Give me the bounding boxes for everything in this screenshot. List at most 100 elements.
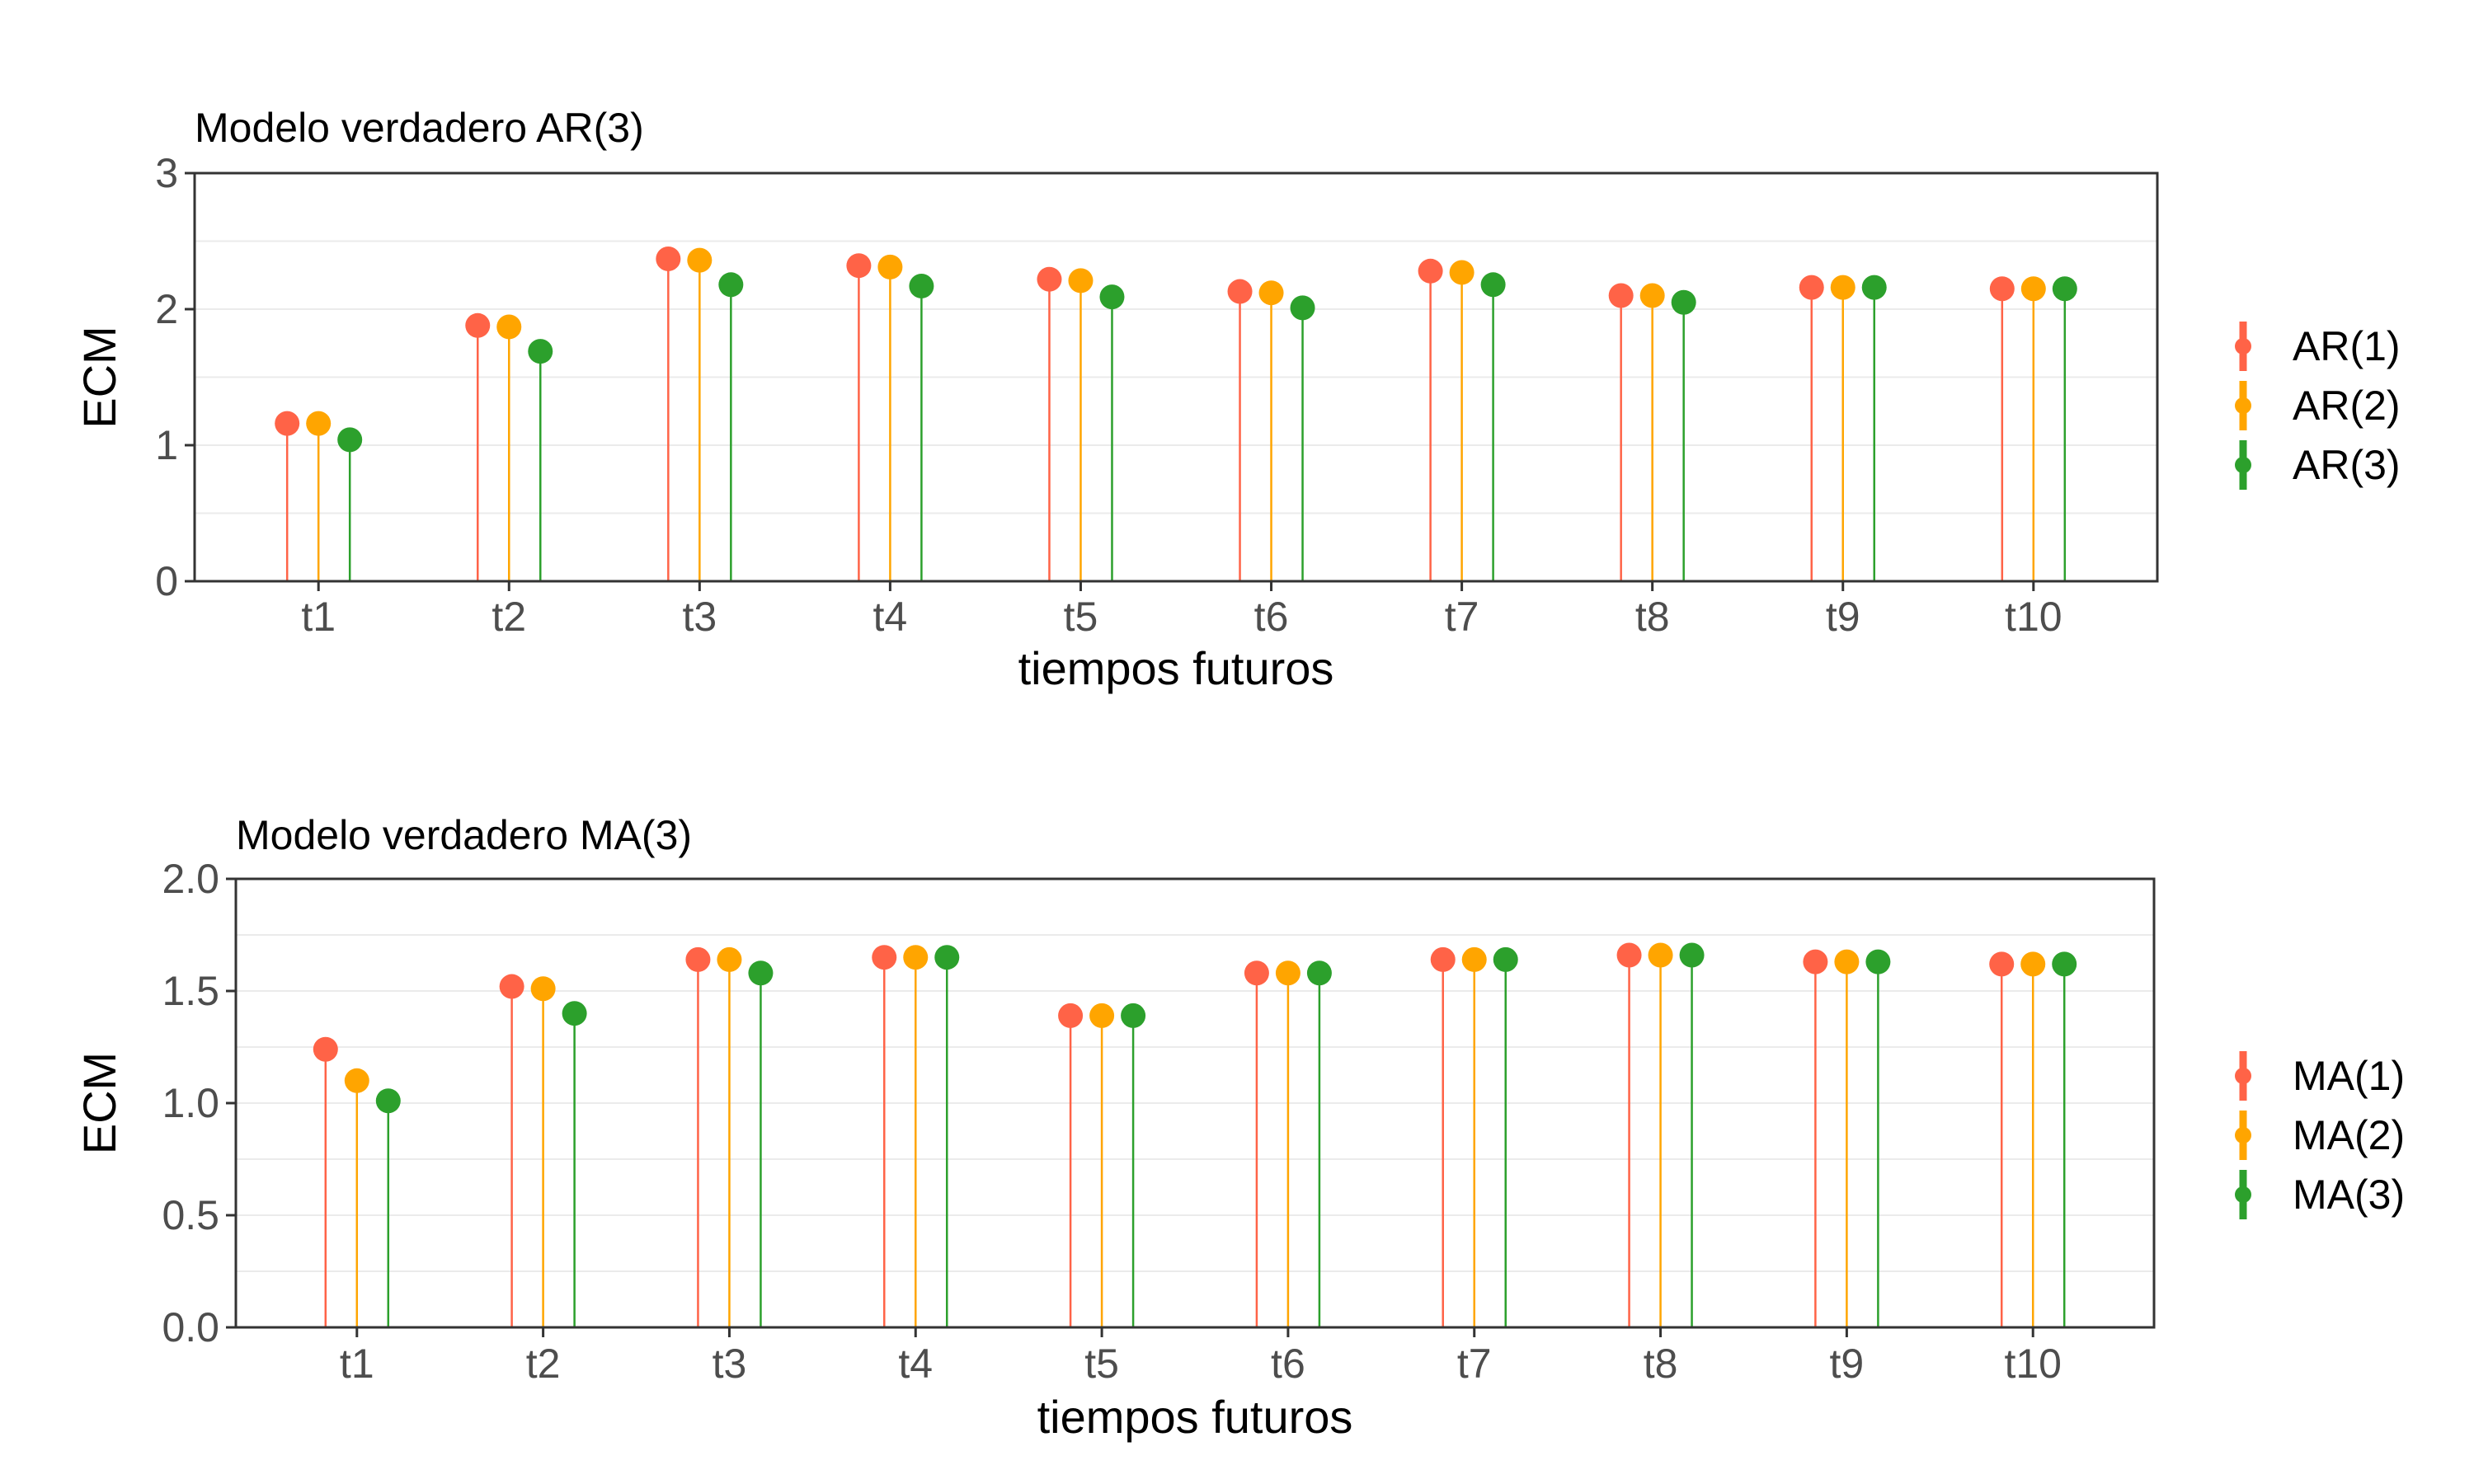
point-ma3-t9 [1865, 949, 1891, 974]
point-ma1-t10 [1989, 951, 2015, 977]
point-ar1-t1 [275, 411, 300, 436]
point-ar3-t5 [1099, 284, 1125, 310]
legend-label-ma3: MA(3) [2293, 1172, 2405, 1218]
x-tick-label-t10: t10 [2004, 1341, 2062, 1387]
x-tick-label-t2: t2 [526, 1341, 561, 1387]
x-tick-label-t5: t5 [1064, 594, 1098, 640]
y-tick-label: 0 [155, 558, 178, 604]
point-ar2-t3 [687, 247, 713, 273]
x-tick-label-t1: t1 [301, 594, 336, 640]
y-tick-label: 3 [155, 150, 178, 196]
point-ar2-t4 [877, 254, 903, 279]
y-axis-title: ECM [73, 1052, 125, 1154]
y-tick-label: 1 [155, 422, 178, 468]
point-ar1-t8 [1608, 283, 1634, 308]
x-tick-label-t9: t9 [1830, 1341, 1865, 1387]
panel-border [193, 171, 2159, 583]
point-ma2-t5 [1089, 1003, 1115, 1028]
y-tick-label: 2.0 [162, 856, 219, 902]
x-tick-label-t10: t10 [2005, 594, 2062, 640]
y-axis-title: ECM [73, 326, 125, 428]
legend-label-ar3: AR(3) [2293, 442, 2401, 488]
point-ma1-t8 [1616, 942, 1642, 968]
y-tick-label: 0.0 [162, 1304, 219, 1350]
point-ma2-t6 [1275, 960, 1300, 986]
point-ma3-t6 [1306, 960, 1332, 986]
point-ar1-t4 [846, 253, 872, 279]
y-tick-label: 2 [155, 286, 178, 332]
point-ar2-t5 [1068, 268, 1094, 294]
point-ma3-t1 [375, 1088, 401, 1114]
point-ar2-t6 [1258, 280, 1284, 306]
point-ma1-t6 [1244, 960, 1269, 986]
point-ma2-t1 [344, 1068, 369, 1093]
x-tick-label-t6: t6 [1254, 594, 1289, 640]
point-ar1-t5 [1037, 266, 1062, 292]
legend-key-point [2235, 338, 2251, 355]
point-ar2-t10 [2020, 276, 2046, 302]
point-ar2-t8 [1639, 283, 1665, 308]
panel-ma3: 0.0 0.5 1.0 1.5 2.0 t1 t2 t3 t4 t5 t6 t7 t8 t9 t10 Mode… [73, 812, 2405, 1443]
x-tick-label-t2: t2 [492, 594, 526, 640]
point-ar3-t7 [1480, 272, 1506, 298]
point-ma2-t8 [1648, 942, 1673, 968]
point-ma1-t1 [313, 1036, 338, 1062]
legend-label-ma2: MA(2) [2293, 1112, 2405, 1158]
legend-key-point [2235, 1186, 2251, 1203]
chart-title: Modelo verdadero AR(3) [195, 105, 644, 151]
point-ar3-t9 [1861, 275, 1887, 300]
point-ar3-t6 [1290, 295, 1315, 321]
x-tick-label-t8: t8 [1635, 594, 1670, 640]
point-ar3-t10 [2052, 276, 2077, 302]
point-ma2-t7 [1461, 946, 1487, 972]
x-tick-label-t6: t6 [1271, 1341, 1305, 1387]
point-ma1-t5 [1058, 1003, 1084, 1028]
point-ar3-t4 [909, 273, 934, 298]
point-ar1-t10 [1989, 276, 2015, 302]
chart-title: Modelo verdadero MA(3) [236, 812, 692, 858]
point-ar2-t1 [306, 411, 332, 436]
point-ma2-t3 [717, 946, 742, 972]
legend-label-ma1: MA(1) [2293, 1053, 2405, 1099]
point-ma2-t10 [2020, 951, 2046, 977]
point-ar2-t7 [1449, 260, 1475, 285]
x-axis-title: tiempos futuros [1018, 642, 1334, 694]
point-ar3-t2 [528, 339, 553, 364]
x-axis-title: tiempos futuros [1037, 1391, 1353, 1443]
point-ma1-t4 [872, 945, 897, 970]
y-tick-label: 1.0 [162, 1080, 219, 1126]
point-ma2-t9 [1834, 949, 1860, 974]
legend-key-point [2235, 457, 2251, 473]
point-ar1-t7 [1418, 258, 1443, 284]
point-ma2-t4 [903, 945, 929, 970]
point-ma3-t2 [562, 1001, 587, 1026]
point-ar1-t6 [1227, 279, 1253, 304]
x-tick-label-t5: t5 [1084, 1341, 1119, 1387]
x-tick-label-t9: t9 [1826, 594, 1860, 640]
point-ma1-t7 [1430, 946, 1456, 972]
point-ma2-t2 [530, 976, 556, 1002]
legend-label-ar2: AR(2) [2293, 383, 2401, 429]
legend-key-point [2235, 1127, 2251, 1144]
x-tick-label-t7: t7 [1457, 1341, 1492, 1387]
point-ar3-t8 [1671, 289, 1696, 315]
x-tick-label-t3: t3 [713, 1341, 747, 1387]
point-ar2-t2 [496, 314, 522, 340]
x-tick-label-t8: t8 [1644, 1341, 1678, 1387]
point-ma3-t4 [934, 945, 960, 970]
point-ar1-t9 [1799, 275, 1824, 300]
x-tick-label-t3: t3 [682, 594, 717, 640]
point-ar1-t3 [656, 246, 681, 271]
legend-key-point [2235, 1068, 2251, 1084]
point-ma1-t9 [1803, 949, 1828, 974]
point-ma3-t10 [2052, 951, 2077, 977]
legend: AR(1) AR(2) AR(3) [2235, 322, 2401, 490]
legend-key-point [2235, 397, 2251, 414]
point-ma3-t5 [1121, 1003, 1146, 1028]
y-tick-label: 1.5 [162, 968, 219, 1014]
point-ar3-t3 [718, 272, 744, 298]
point-ma1-t2 [499, 974, 524, 999]
x-tick-label-t4: t4 [898, 1341, 933, 1387]
x-tick-label-t7: t7 [1445, 594, 1479, 640]
